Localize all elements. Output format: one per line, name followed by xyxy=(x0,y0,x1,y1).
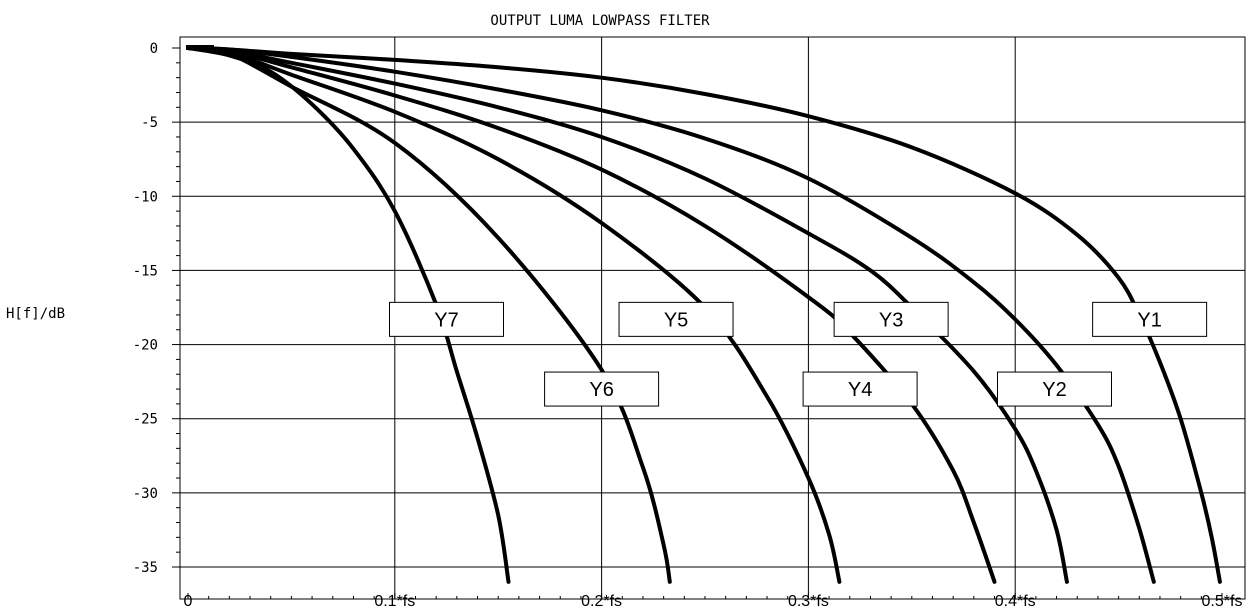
series-line-y6 xyxy=(186,46,672,584)
series-label-y2: Y2 xyxy=(1042,379,1066,401)
x-tick-label: 0 xyxy=(184,593,193,610)
series-line-y2 xyxy=(186,46,1156,584)
series-label-box-y6 xyxy=(544,371,660,407)
series-line-y5 xyxy=(186,46,842,584)
series-label-box-y4 xyxy=(802,371,918,407)
series-line-y7 xyxy=(186,46,511,584)
x-tick-label: 0.4*fs xyxy=(995,593,1036,610)
curve-origin-bundle xyxy=(186,45,214,50)
series-line-y4 xyxy=(186,46,997,584)
plot-frame xyxy=(179,36,1246,600)
y-tick-label: 0 xyxy=(150,41,158,57)
series-label-y5: Y5 xyxy=(664,309,688,331)
y-axis-ticks: 0 -5 -10 -15 -20 -25 -30 -35 xyxy=(133,41,180,576)
series-label-box-y7 xyxy=(389,301,504,337)
y-tick-label: -5 xyxy=(141,115,158,131)
series-label-y4: Y4 xyxy=(848,379,872,401)
series-labels: Y1 Y2 Y3 Y4 Y5 Y6 Y7 xyxy=(389,301,1208,407)
series-label-y3: Y3 xyxy=(879,309,903,331)
series-label-box-y1 xyxy=(1092,301,1208,337)
series-lines xyxy=(186,45,1222,584)
y-axis-label: H[f]/dB xyxy=(6,306,65,322)
x-axis-ticks: 0 0.1*fs 0.2*fs 0.3*fs 0.4*fs 0.5*fs xyxy=(184,593,1243,610)
y-tick-label: -30 xyxy=(133,486,158,502)
series-label-box-y2 xyxy=(996,371,1112,407)
y-tick-label: -15 xyxy=(133,263,158,279)
y-tick-label: -35 xyxy=(133,560,158,576)
y-tick-label: -10 xyxy=(133,189,158,205)
series-line-y3 xyxy=(186,46,1069,584)
x-tick-label: 0.2*fs xyxy=(581,593,622,610)
grid xyxy=(180,37,1245,599)
x-tick-label: 0.3*fs xyxy=(788,593,829,610)
series-label-box-y3 xyxy=(833,301,949,337)
y-tick-label: -20 xyxy=(133,338,158,354)
series-label-y6: Y6 xyxy=(589,379,613,401)
series-label-box-y5 xyxy=(618,301,734,337)
series-line-y1 xyxy=(186,46,1222,584)
series-label-y7: Y7 xyxy=(434,309,458,331)
chart-title: OUTPUT LUMA LOWPASS FILTER xyxy=(490,13,710,29)
x-tick-label: 0.5*fs xyxy=(1202,593,1243,610)
series-label-y1: Y1 xyxy=(1137,309,1161,331)
x-tick-label: 0.1*fs xyxy=(374,593,415,610)
y-tick-label: -25 xyxy=(133,412,158,428)
